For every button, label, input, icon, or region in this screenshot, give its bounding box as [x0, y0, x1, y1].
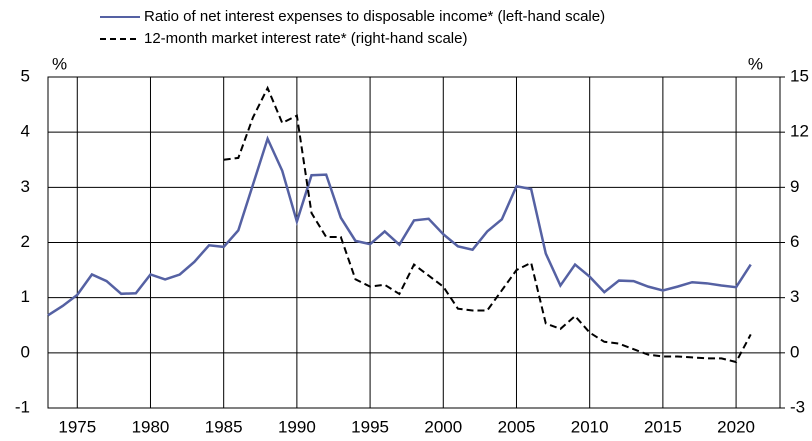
- y2-tick-label: -3: [790, 397, 805, 416]
- legend-label: Ratio of net interest expenses to dispos…: [144, 8, 605, 25]
- y2-tick-label: 9: [790, 177, 799, 196]
- y2-tick-label: 0: [790, 342, 799, 361]
- x-tick-label: 1985: [205, 417, 243, 436]
- x-tick-label: 1975: [58, 417, 96, 436]
- x-tick-label: 1990: [278, 417, 316, 436]
- series-line: [223, 85, 752, 364]
- series-line: [47, 135, 752, 317]
- y2-tick-label: 12: [790, 122, 809, 141]
- x-tick-label: 1980: [132, 417, 170, 436]
- y-tick-label: 2: [21, 232, 30, 251]
- y2-axis-label: %: [748, 54, 763, 73]
- y2-tick-label: 3: [790, 287, 799, 306]
- x-tick-label: 1995: [351, 417, 389, 436]
- y-tick-label: 1: [21, 287, 30, 306]
- y2-tick-label: 6: [790, 232, 799, 251]
- x-tick-label: 2015: [644, 417, 682, 436]
- x-tick-label: 2005: [498, 417, 536, 436]
- y-tick-label: -1: [15, 397, 30, 416]
- plot-frame: [47, 76, 781, 409]
- y-axis-label: %: [52, 54, 67, 73]
- x-tick-label: 2020: [717, 417, 755, 436]
- x-tick-label: 2000: [424, 417, 462, 436]
- y-tick-label: 4: [21, 122, 30, 141]
- x-tick-label: 2010: [571, 417, 609, 436]
- y-tick-label: 5: [21, 66, 30, 85]
- y-tick-label: 3: [21, 177, 30, 196]
- legend-label: 12-month market interest rate* (right-ha…: [144, 30, 467, 47]
- y2-tick-label: 15: [790, 66, 809, 85]
- y-tick-label: 0: [21, 342, 30, 361]
